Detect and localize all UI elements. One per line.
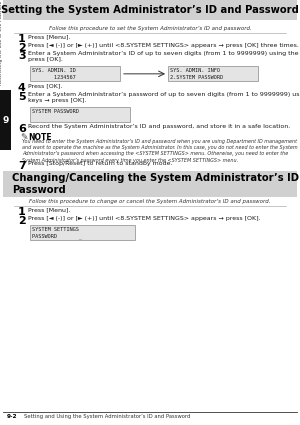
Text: Record the System Administrator’s ID and password, and store it in a safe locati: Record the System Administrator’s ID and… (28, 124, 290, 129)
FancyBboxPatch shape (168, 66, 258, 81)
FancyBboxPatch shape (3, 171, 297, 197)
Text: 4: 4 (18, 83, 26, 94)
Text: 7: 7 (18, 161, 26, 170)
FancyBboxPatch shape (30, 225, 135, 240)
Text: 9: 9 (2, 116, 9, 125)
Text: 1: 1 (18, 207, 26, 217)
Text: Setting the System Administrator’s ID and Password: Setting the System Administrator’s ID an… (1, 5, 299, 14)
FancyBboxPatch shape (3, 0, 297, 20)
Text: 6: 6 (18, 124, 26, 134)
Text: Setting and Using the System Administrator’s ID and Password: Setting and Using the System Administrat… (24, 414, 191, 419)
Text: NOTE: NOTE (28, 133, 52, 142)
Text: ✎: ✎ (20, 133, 28, 142)
Text: SYS. ADMIN. ID
       1234567: SYS. ADMIN. ID 1234567 (32, 68, 76, 80)
Text: Press [◄ (-)] or [► (+)] until <8.SYSTEM SETTINGS> appears → press [OK].: Press [◄ (-)] or [► (+)] until <8.SYSTEM… (28, 216, 261, 221)
Text: Enter a System Administrator’s password of up to seven digits (from 1 to 9999999: Enter a System Administrator’s password … (28, 92, 300, 103)
Text: SYS. ADMIN. INFO
2.SYSTEM PASSWORD: SYS. ADMIN. INFO 2.SYSTEM PASSWORD (170, 68, 224, 80)
Text: 2: 2 (18, 42, 26, 53)
Text: SYSTEM PASSWORD: SYSTEM PASSWORD (32, 109, 80, 114)
FancyBboxPatch shape (30, 107, 130, 122)
Text: 9-2: 9-2 (7, 414, 18, 419)
Text: 2: 2 (18, 216, 26, 226)
FancyBboxPatch shape (0, 90, 11, 150)
Text: Changing/Canceling the System Administrator’s ID and
Password: Changing/Canceling the System Administra… (12, 173, 300, 196)
Text: 5: 5 (18, 92, 26, 102)
Text: Restricting the Use of the Machine: Restricting the Use of the Machine (0, 1, 3, 85)
Text: Press [OK].: Press [OK]. (28, 83, 62, 88)
Text: 3: 3 (18, 51, 26, 62)
Text: SYSTEM SETTINGS
PASSWORD       _: SYSTEM SETTINGS PASSWORD _ (32, 227, 82, 239)
Text: You need to enter the System Administrator’s ID and password when you are using : You need to enter the System Administrat… (22, 139, 298, 163)
Text: Enter a System Administrator’s ID of up to seven digits (from 1 to 9999999) usin: Enter a System Administrator’s ID of up … (28, 51, 300, 62)
Text: Follow this procedure to change or cancel the System Administrator’s ID and pass: Follow this procedure to change or cance… (29, 199, 271, 204)
Text: Press [Menu].: Press [Menu]. (28, 207, 70, 212)
Text: Press [Stop/Reset] to return to standby mode.: Press [Stop/Reset] to return to standby … (28, 161, 172, 166)
Text: Follow this procedure to set the System Administrator’s ID and password.: Follow this procedure to set the System … (49, 26, 251, 31)
FancyBboxPatch shape (30, 66, 120, 81)
Text: Press [◄ (-)] or [► (+)] until <8.SYSTEM SETTINGS> appears → press [OK] three ti: Press [◄ (-)] or [► (+)] until <8.SYSTEM… (28, 42, 299, 48)
Text: 1: 1 (18, 34, 26, 44)
Text: Press [Menu].: Press [Menu]. (28, 34, 70, 39)
